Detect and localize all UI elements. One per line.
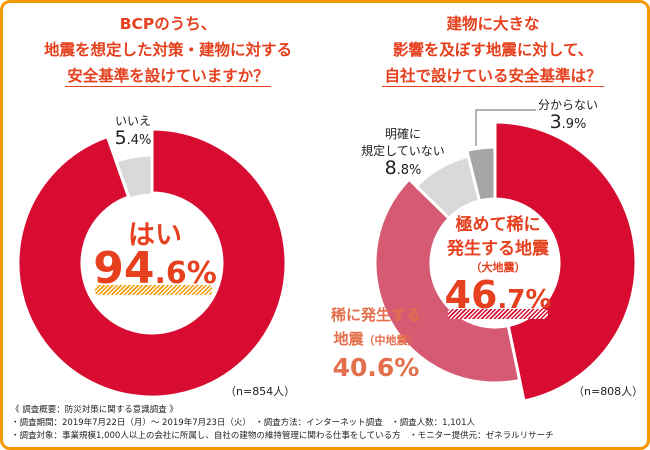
survey-note: ・調査対象：事業規模1,000人以上の会社に所属し、自社の建物の維持管理に関わる… — [11, 431, 554, 441]
value-yes-dec: .6% — [154, 256, 217, 291]
left-title-line: BCPのうち、 — [119, 15, 217, 33]
survey-note: 《 調査概要：防災対策に関する意識調査 》 — [11, 405, 178, 415]
left-sample-size: （n=854人） — [225, 385, 296, 398]
label-major-quake: 極めて稀に 発生する地震 （大地震） — [433, 213, 563, 275]
label-major-text: 発生する地震 — [447, 239, 549, 259]
value-major-int: 46 — [444, 273, 498, 317]
value-yes: 94.6% — [85, 243, 225, 294]
label-unknown: 分からない 3.9% — [533, 97, 603, 133]
donut-slice-left-0 — [16, 127, 288, 399]
donut-slice-right-0 — [493, 120, 638, 403]
label-unclear-value: 8 — [384, 157, 397, 179]
leader-line-unknown — [475, 109, 536, 146]
value-major: 46.7% — [433, 273, 563, 317]
value-yes-int: 94 — [93, 243, 155, 294]
label-no-text: いいえ — [114, 114, 151, 128]
hatch-underline — [95, 285, 212, 295]
label-unclear: 明確に 規定していない 8.8% — [353, 126, 453, 179]
right-title-line: 影響を及ぼす地震に対して、 — [392, 41, 594, 59]
label-major-text: 極めて稀に — [455, 215, 541, 235]
left-title-line: 地震を想定した対策・建物に対する — [43, 41, 292, 59]
donut-slice-right-3 — [465, 145, 497, 203]
label-medium-text: 稀に発生する — [330, 306, 421, 324]
right-title-line: 自社で設けている安全基準は？ — [382, 67, 604, 87]
right-title: 建物に大きな 影響を及ぼす地震に対して、 自社で設けている安全基準は？ — [328, 11, 647, 89]
value-medium: 40.6% — [332, 353, 420, 382]
label-medium-text: （中地震） — [363, 334, 419, 347]
label-no: いいえ 5.4% — [103, 113, 163, 149]
label-major-text: （大地震） — [470, 261, 526, 274]
donut-hole — [83, 194, 221, 332]
label-unclear-value-dec: .8% — [396, 163, 422, 178]
label-unknown-value: 3 — [549, 111, 562, 133]
hatch-underline — [448, 309, 548, 319]
right-title-line: 建物に大きな — [446, 15, 540, 33]
label-no-value: 5 — [114, 127, 127, 149]
donut-hole — [432, 200, 558, 326]
label-medium-quake: 稀に発生する 地震（中地震） 40.6% — [321, 303, 431, 383]
label-no-value-dec: .4% — [126, 133, 152, 148]
survey-note: ・調査期間：2019年7月22日（月）～ 2019年7月23日（火） ・調査方法… — [11, 418, 476, 428]
label-medium-text: 地震 — [333, 330, 364, 348]
label-unknown-value-dec: .9% — [561, 117, 587, 132]
label-unknown-text: 分からない — [537, 98, 598, 112]
value-major-dec: .7% — [497, 285, 552, 315]
label-yes: はい — [128, 220, 182, 251]
left-title-line: 安全基準を設けていますか？ — [65, 67, 271, 87]
right-sample-size: （n=808人） — [573, 385, 644, 398]
left-title: BCPのうち、 地震を想定した対策・建物に対する 安全基準を設けていますか？ — [3, 11, 333, 89]
label-unclear-text: 明確に — [384, 127, 421, 141]
label-unclear-text: 規定していない — [361, 144, 445, 158]
